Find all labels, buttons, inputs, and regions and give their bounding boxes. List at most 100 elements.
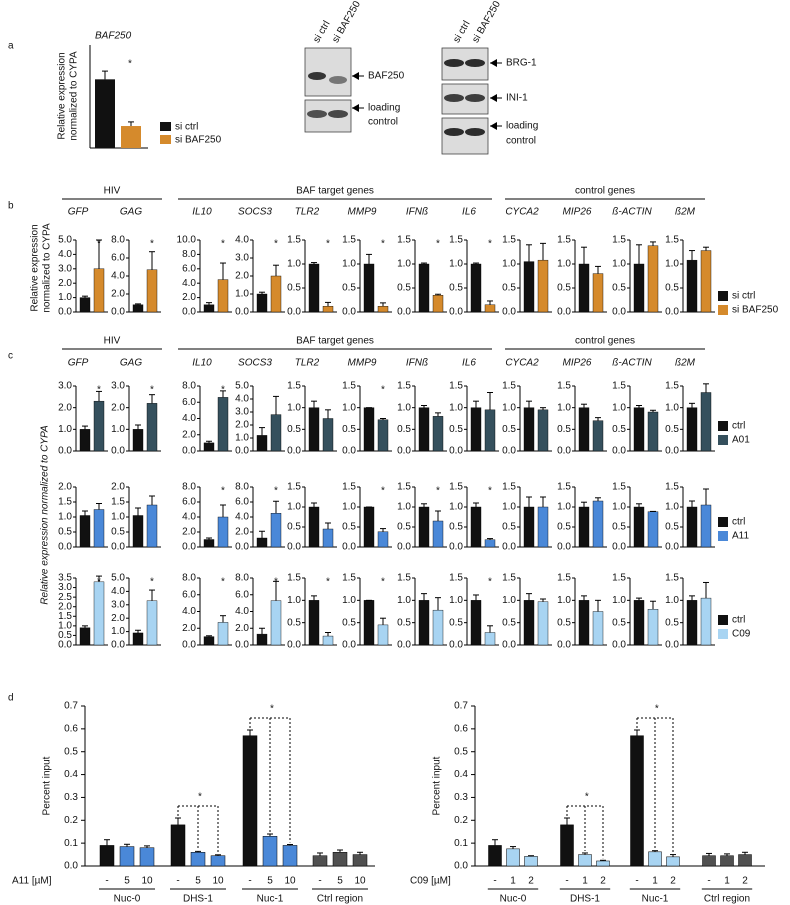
y-tick-label: 0.5 bbox=[111, 527, 125, 538]
blot-band bbox=[465, 59, 485, 67]
blot-band bbox=[465, 128, 485, 136]
significance: * bbox=[221, 239, 225, 250]
y-tick-label: 0.5 bbox=[612, 283, 626, 294]
y-tick-label: 2.0 bbox=[58, 402, 72, 413]
y-tick-label: 0.0 bbox=[665, 307, 679, 318]
y-tick-label: 8.0 bbox=[182, 381, 196, 392]
bar bbox=[132, 632, 144, 646]
y-tick-label: 5.0 bbox=[58, 235, 72, 246]
bar bbox=[203, 636, 215, 646]
significance: * bbox=[150, 239, 154, 250]
y-tick-label: 0.5 bbox=[502, 424, 516, 435]
blot-band bbox=[444, 59, 464, 67]
dose-label: - bbox=[176, 876, 179, 887]
y-tick-label: 1.0 bbox=[58, 512, 72, 523]
y-tick-label: 1.5 bbox=[612, 482, 626, 493]
group-header: BAF target genes bbox=[296, 336, 374, 347]
bar bbox=[633, 263, 645, 313]
y-tick-label: 0.0 bbox=[612, 446, 626, 457]
y-tick-label: 0.5 bbox=[612, 617, 626, 628]
bar bbox=[592, 420, 604, 452]
y-tick-label: 3.0 bbox=[58, 381, 72, 392]
y-tick-label: 0.0 bbox=[182, 446, 196, 457]
y-tick-label: 1.0 bbox=[502, 259, 516, 270]
significance: * bbox=[128, 59, 132, 70]
blot-label: INI-1 bbox=[506, 93, 528, 104]
legend-label: C09 bbox=[732, 629, 751, 640]
y-tick-label: 3.0 bbox=[58, 263, 72, 274]
chart-title: GAG bbox=[120, 358, 142, 369]
dose-label: 5 bbox=[337, 876, 343, 887]
y-tick-label: 3.5 bbox=[58, 573, 72, 584]
y-tick-label: 1.0 bbox=[612, 402, 626, 413]
y-tick-label: 1.5 bbox=[612, 573, 626, 584]
chart-title: SOCS3 bbox=[238, 207, 272, 218]
legend-swatch bbox=[718, 421, 728, 431]
bar bbox=[203, 442, 215, 452]
y-tick-label: 1.5 bbox=[287, 573, 301, 584]
y-tick-label: 0.0 bbox=[58, 640, 72, 651]
y-tick-label: 0.0 bbox=[235, 542, 249, 553]
dose-label: - bbox=[707, 876, 710, 887]
panel-label: b bbox=[8, 201, 14, 212]
dose-label: 1 bbox=[724, 876, 730, 887]
bar bbox=[666, 856, 680, 867]
y-tick-label: 1.5 bbox=[665, 573, 679, 584]
bar bbox=[470, 600, 482, 646]
significance: * bbox=[97, 239, 101, 250]
legend-swatch bbox=[718, 629, 728, 639]
y-tick-label: 0.5 bbox=[612, 522, 626, 533]
y-tick-label: 0.0 bbox=[64, 861, 78, 872]
y-tick-label: 1.5 bbox=[342, 482, 356, 493]
lane-label: si BAF250 bbox=[330, 0, 363, 45]
chart-title: SOCS3 bbox=[238, 358, 272, 369]
chart-title: ß2M bbox=[675, 358, 696, 369]
bar bbox=[523, 600, 535, 646]
y-tick-label: 0.5 bbox=[557, 522, 571, 533]
blot-label: loading bbox=[506, 121, 538, 132]
group-label: Nuc-1 bbox=[257, 894, 284, 905]
y-tick-label: 4.0 bbox=[58, 249, 72, 260]
y-tick-label: 0.3 bbox=[454, 792, 468, 803]
y-tick-label: 0.1 bbox=[454, 838, 468, 849]
legend-label: si BAF250 bbox=[175, 135, 222, 146]
y-tick-label: 0.5 bbox=[665, 424, 679, 435]
y-tick-label: 1.5 bbox=[342, 381, 356, 392]
y-tick-label: 1.5 bbox=[502, 381, 516, 392]
bar bbox=[217, 516, 229, 548]
legend-label: ctrl bbox=[732, 517, 745, 528]
y-tick-label: 0.5 bbox=[397, 424, 411, 435]
arrow-head bbox=[490, 94, 497, 102]
y-tick-label: 0.0 bbox=[397, 542, 411, 553]
y-tick-label: 4.0 bbox=[182, 413, 196, 424]
y-tick-label: 0.5 bbox=[397, 522, 411, 533]
significance: * bbox=[221, 577, 225, 588]
chart-title: CYCA2 bbox=[505, 358, 539, 369]
y-tick-label: 0.5 bbox=[397, 617, 411, 628]
dose-label: 1 bbox=[582, 876, 588, 887]
y-tick-label: 1.0 bbox=[342, 259, 356, 270]
bar bbox=[282, 845, 298, 867]
y-tick-label: 1.0 bbox=[449, 502, 463, 513]
y-tick-label: 1.5 bbox=[449, 573, 463, 584]
y-tick-label: 3.0 bbox=[111, 381, 125, 392]
blot-band bbox=[308, 72, 326, 80]
bar bbox=[322, 306, 334, 313]
bar bbox=[484, 539, 496, 548]
bar bbox=[738, 854, 752, 867]
y-tick-label: 1.5 bbox=[665, 482, 679, 493]
y-tick-label: 1.5 bbox=[397, 381, 411, 392]
y-tick-label: 0.0 bbox=[342, 640, 356, 651]
bar bbox=[79, 429, 91, 452]
y-tick-label: 10.0 bbox=[177, 235, 197, 246]
dose-label: 1 bbox=[510, 876, 516, 887]
dose-label: 5 bbox=[124, 876, 130, 887]
bar bbox=[121, 126, 141, 148]
bar bbox=[210, 855, 226, 867]
y-tick-label: 4.0 bbox=[235, 606, 249, 617]
y-tick-label: 0.0 bbox=[557, 307, 571, 318]
significance: * bbox=[488, 486, 492, 497]
bar bbox=[377, 531, 389, 548]
bar bbox=[700, 250, 712, 313]
bar bbox=[523, 407, 535, 452]
